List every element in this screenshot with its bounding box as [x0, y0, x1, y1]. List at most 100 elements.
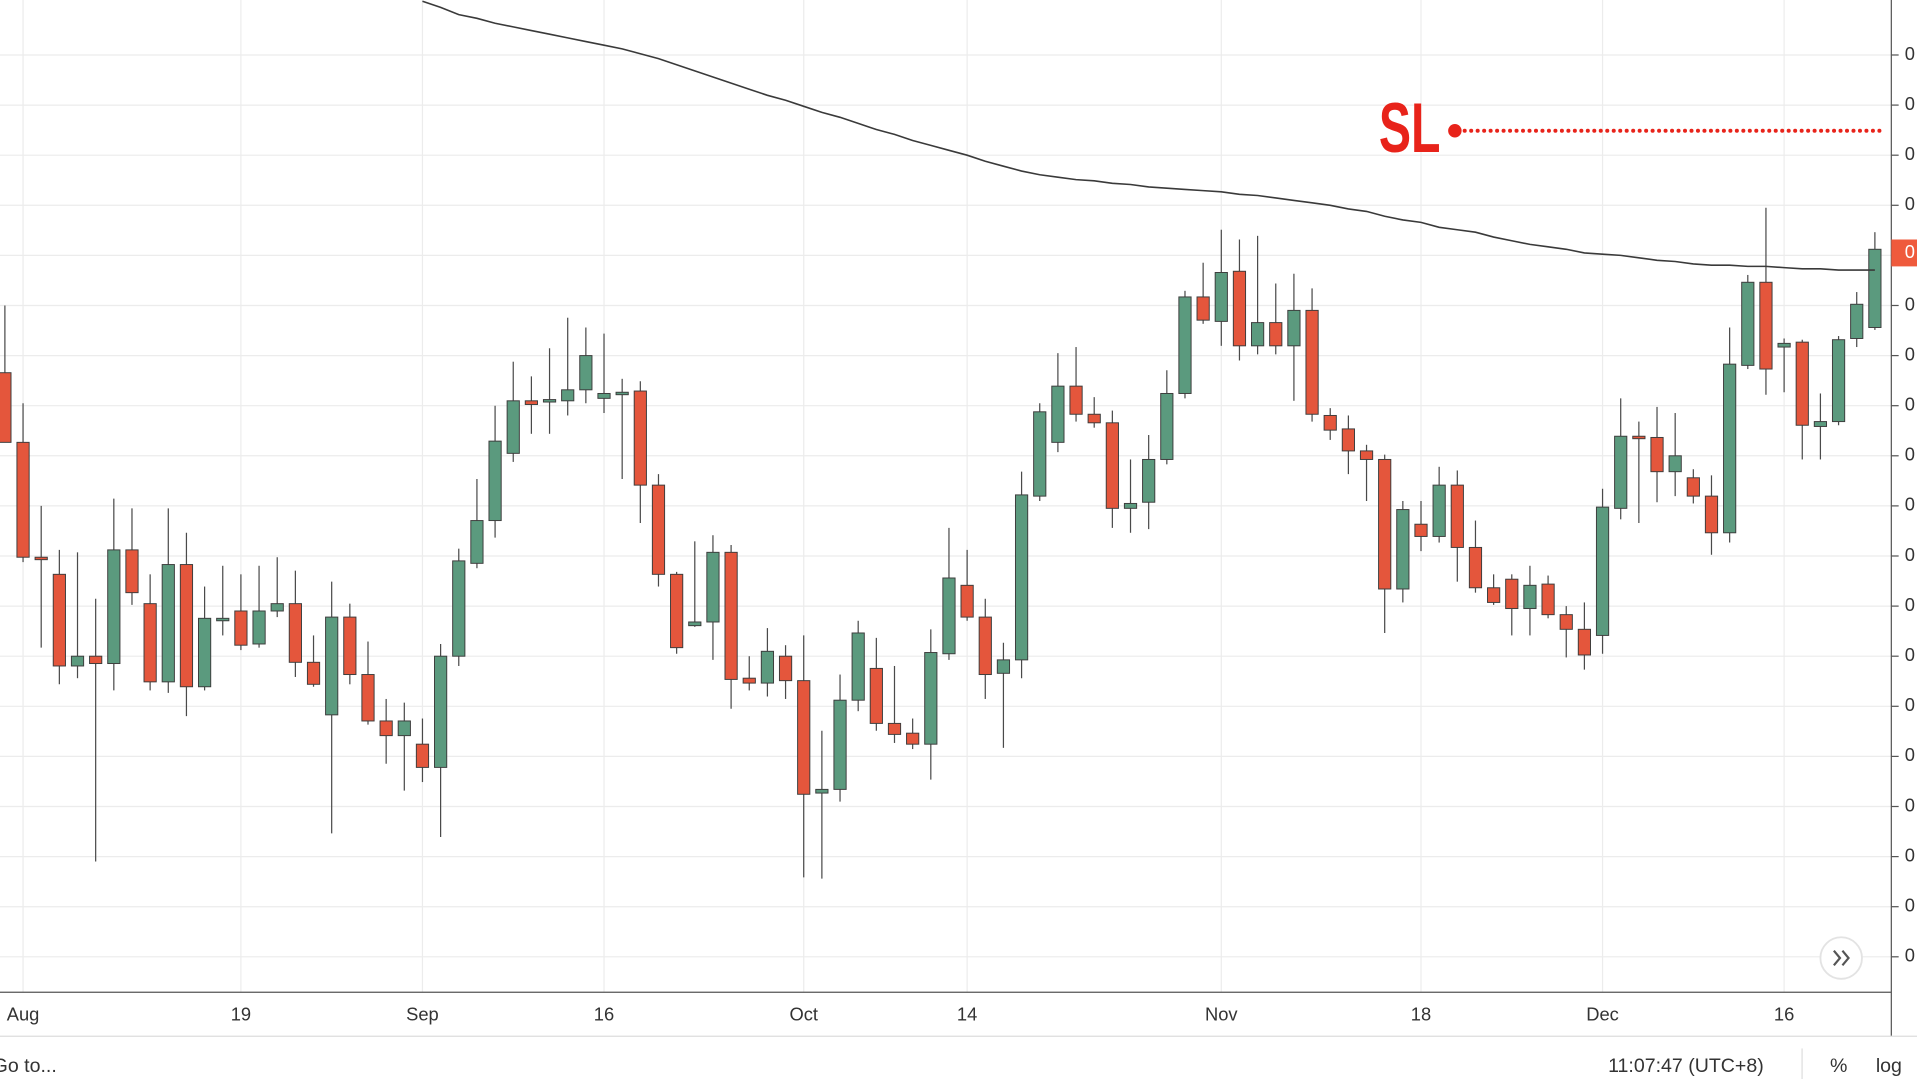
- candle-body: [1178, 296, 1192, 394]
- scroll-button[interactable]: [1819, 936, 1863, 980]
- candle-body: [1160, 392, 1174, 460]
- candle-body: [361, 674, 375, 722]
- candle-body: [1704, 495, 1719, 534]
- stop-loss-dot: [1448, 124, 1462, 138]
- candle-body: [306, 661, 321, 685]
- candle-body: [1650, 436, 1664, 473]
- candle-body: [1741, 281, 1755, 366]
- candle-body: [1105, 422, 1119, 509]
- candle-body: [579, 355, 593, 391]
- candle-body: [924, 652, 938, 745]
- candle-body: [815, 788, 829, 794]
- candle-body: [742, 677, 756, 684]
- candle-body: [1541, 583, 1555, 616]
- x-tick-label: 18: [1411, 1003, 1431, 1024]
- percent-toggle[interactable]: %: [1830, 1055, 1847, 1077]
- candle-body: [1759, 281, 1773, 370]
- y-tick-label: 0: [1905, 93, 1915, 114]
- candle-body: [1468, 546, 1483, 589]
- log-toggle[interactable]: log: [1876, 1055, 1902, 1077]
- candle-body: [16, 441, 30, 558]
- candle-body: [143, 603, 157, 683]
- candle-body: [34, 556, 48, 561]
- candle-body: [996, 659, 1011, 674]
- moving-average-line: [422, 0, 1875, 271]
- y-tick-label: 0: [1905, 794, 1915, 815]
- candle-body: [506, 400, 520, 454]
- candle-body: [1686, 477, 1700, 497]
- candle-body: [1559, 614, 1573, 630]
- candle-body: [906, 732, 920, 745]
- candle-body: [1142, 458, 1156, 503]
- y-tick-label: 0: [1905, 293, 1915, 314]
- x-tick-label: Sep: [406, 1003, 439, 1024]
- y-tick-label: 0: [1905, 544, 1915, 565]
- x-tick-label: 16: [1774, 1003, 1794, 1024]
- y-tick-label: 0: [1905, 744, 1915, 765]
- candle-body: [216, 617, 230, 622]
- y-tick-label: 0: [1905, 43, 1915, 64]
- y-tick-label: 0: [1905, 394, 1915, 415]
- candle-body: [1196, 296, 1210, 321]
- candle-body: [379, 720, 393, 737]
- clock: 11:07:47 (UTC+8): [1608, 1055, 1764, 1077]
- candle-body: [1069, 385, 1083, 415]
- y-tick-label: 0: [1905, 644, 1915, 665]
- candle-body: [1378, 458, 1392, 590]
- candle-body: [288, 603, 302, 663]
- y-tick-label: 0: [1905, 945, 1915, 966]
- candle-body: [651, 484, 666, 575]
- candle-body: [561, 389, 575, 402]
- x-tick-label: 14: [957, 1003, 977, 1024]
- candle-body: [252, 610, 266, 645]
- candle-body: [197, 617, 212, 688]
- candle-body: [615, 391, 629, 396]
- candle-body: [1033, 411, 1047, 497]
- y-tick-label: 0: [1905, 895, 1915, 916]
- candle-body: [1487, 587, 1501, 603]
- candle-body: [1614, 435, 1628, 509]
- candle-body: [833, 699, 847, 790]
- plot-layer: [0, 0, 1882, 879]
- candle-body: [89, 655, 103, 665]
- candle-body: [1305, 309, 1319, 415]
- candle-body: [161, 564, 175, 683]
- candle-body: [1777, 342, 1791, 348]
- candle-body: [724, 551, 738, 680]
- candle-body: [434, 655, 448, 768]
- candle-body: [488, 440, 502, 522]
- candle-body: [70, 655, 85, 667]
- candle-body: [415, 743, 430, 768]
- candle-body: [542, 399, 557, 403]
- candle-body: [1214, 272, 1228, 322]
- scroll-button-icon[interactable]: [1833, 949, 1850, 967]
- candle-body: [1232, 270, 1247, 347]
- last-price-tag: [1891, 239, 1917, 267]
- candle-body: [270, 603, 284, 612]
- y-tick-label: 0: [1905, 143, 1915, 164]
- candle-body: [887, 722, 902, 735]
- candle-body: [670, 573, 684, 649]
- y-tick-label: 0: [1905, 594, 1915, 615]
- candle-body: [633, 390, 647, 486]
- candle-body: [1414, 523, 1428, 537]
- candle-body: [978, 616, 992, 676]
- candle-body: [1723, 363, 1737, 534]
- candle-body: [325, 616, 339, 716]
- candle-body: [1432, 484, 1446, 537]
- candle-body: [869, 667, 883, 724]
- candle-body: [1595, 506, 1610, 636]
- candle-body: [52, 573, 66, 667]
- candle-body: [797, 680, 811, 795]
- grid-layer: [0, 0, 1892, 993]
- candle-body: [688, 621, 702, 627]
- candle-body: [1051, 385, 1065, 443]
- goto-button[interactable]: Go to...: [0, 1055, 57, 1077]
- x-tick-label: 19: [231, 1003, 251, 1024]
- candle-body: [1632, 435, 1646, 440]
- candle-body: [470, 520, 484, 564]
- y-tick-label: 0: [1905, 193, 1915, 214]
